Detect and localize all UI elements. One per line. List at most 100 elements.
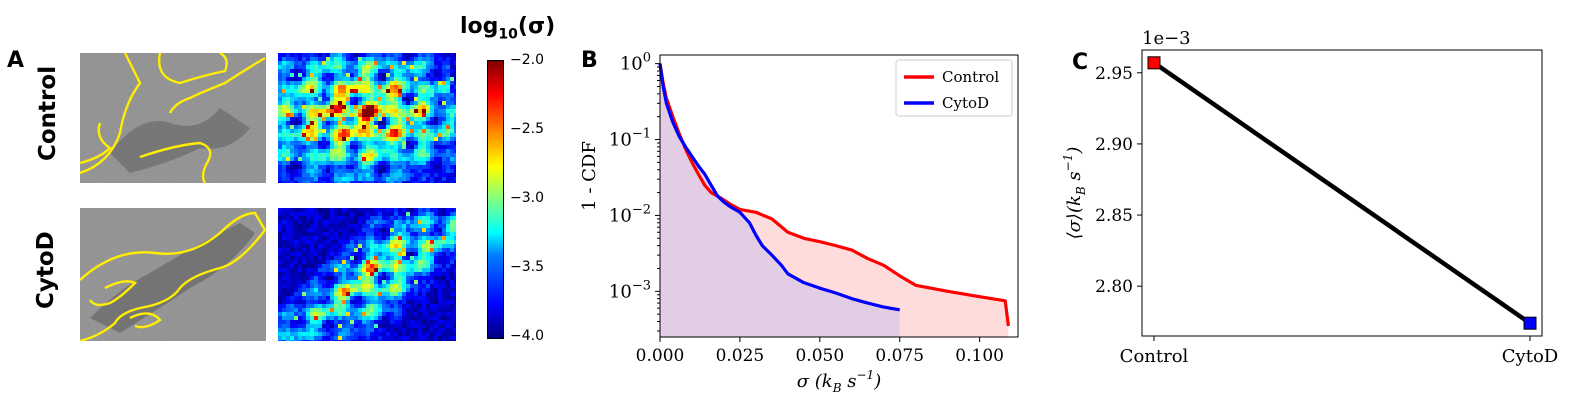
heatmap-cell [402, 65, 406, 69]
heatmap-cell [370, 57, 374, 61]
heatmap-cell [290, 145, 294, 149]
heatmap-cell [434, 133, 438, 137]
heatmap-cell [326, 101, 330, 105]
heatmap-cell [406, 224, 410, 228]
heatmap-cell [370, 216, 374, 220]
cytod-micrograph [80, 208, 266, 341]
heatmap-cell [434, 141, 438, 145]
heatmap-cell [442, 97, 446, 101]
heatmap-cell [310, 145, 314, 149]
heatmap-cell [398, 101, 402, 105]
heatmap-cell [310, 280, 314, 284]
heatmap-cell [310, 232, 314, 236]
heatmap-cell [298, 296, 302, 300]
heatmap-cell [306, 296, 310, 300]
heatmap-cell [390, 57, 394, 61]
heatmap-cell [326, 332, 330, 336]
heatmap-cell [426, 81, 430, 85]
heatmap-cell [438, 324, 442, 328]
heatmap-cell [414, 316, 418, 320]
heatmap-cell [314, 141, 318, 145]
heatmap-cell [354, 260, 358, 264]
heatmap-cell [386, 69, 390, 73]
heatmap-cell [342, 161, 346, 165]
heatmap-cell [298, 81, 302, 85]
heatmap-cell [290, 105, 294, 109]
heatmap-cell [338, 65, 342, 69]
heatmap-cell [354, 101, 358, 105]
heatmap-cell [318, 208, 322, 212]
heatmap-cell [314, 85, 318, 89]
heatmap-cell [334, 81, 338, 85]
heatmap-cell [426, 276, 430, 280]
heatmap-cell [302, 208, 306, 212]
heatmap-cell [350, 173, 354, 177]
heatmap-cell [334, 216, 338, 220]
heatmap-cell [406, 85, 410, 89]
heatmap-cell [406, 137, 410, 141]
heatmap-cell [406, 93, 410, 97]
heatmap-cell [422, 65, 426, 69]
heatmap-cell [278, 208, 282, 212]
heatmap-cell [438, 89, 442, 93]
heatmap-cell [410, 296, 414, 300]
heatmap-cell [406, 165, 410, 169]
heatmap-cell [302, 296, 306, 300]
heatmap-cell [418, 324, 422, 328]
heatmap-cell [322, 208, 326, 212]
heatmap-cell [326, 157, 330, 161]
heatmap-cell [330, 296, 334, 300]
heatmap-cell [342, 328, 346, 332]
heatmap-cell [298, 77, 302, 81]
heatmap-cell [330, 113, 334, 117]
heatmap-cell [282, 129, 286, 133]
heatmap-cell [390, 181, 394, 183]
heatmap-cell [298, 145, 302, 149]
heatmap-cell [402, 89, 406, 93]
heatmap-cell [398, 236, 402, 240]
heatmap-cell [414, 292, 418, 296]
heatmap-cell [290, 101, 294, 105]
heatmap-cell [346, 113, 350, 117]
heatmap-cell [278, 165, 282, 169]
heatmap-cell [446, 129, 450, 133]
row-label-control: Control [35, 65, 61, 161]
heatmap-cell [294, 320, 298, 324]
heatmap-cell [430, 85, 434, 89]
heatmap-cell [338, 320, 342, 324]
heatmap-cell [382, 173, 386, 177]
heatmap-cell [378, 93, 382, 97]
heatmap-cell [422, 109, 426, 113]
heatmap-cell [414, 224, 418, 228]
heatmap-cell [450, 284, 454, 288]
heatmap-cell [322, 73, 326, 77]
heatmap-cell [354, 296, 358, 300]
heatmap-cell [286, 129, 290, 133]
heatmap-cell [430, 328, 434, 332]
heatmap-cell [418, 113, 422, 117]
heatmap-cell [290, 328, 294, 332]
heatmap-cell [434, 165, 438, 169]
heatmap-cell [438, 141, 442, 145]
heatmap-cell [366, 340, 370, 341]
heatmap-cell [426, 264, 430, 268]
heatmap-cell [378, 216, 382, 220]
heatmap-cell [434, 328, 438, 332]
heatmap-cell [374, 117, 378, 121]
heatmap-cell [430, 232, 434, 236]
heatmap-cell [406, 292, 410, 296]
heatmap-cell [338, 252, 342, 256]
heatmap-cell [394, 145, 398, 149]
heatmap-cell [370, 292, 374, 296]
heatmap-cell [350, 145, 354, 149]
heatmap-cell [322, 129, 326, 133]
heatmap-cell [370, 137, 374, 141]
heatmap-cell [358, 332, 362, 336]
heatmap-cell [410, 280, 414, 284]
heatmap-cell [370, 177, 374, 181]
heatmap-cell [418, 169, 422, 173]
heatmap-cell [298, 181, 302, 183]
heatmap-cell [394, 264, 398, 268]
y-tick-label: 10−1 [609, 127, 651, 151]
heatmap-cell [306, 228, 310, 232]
